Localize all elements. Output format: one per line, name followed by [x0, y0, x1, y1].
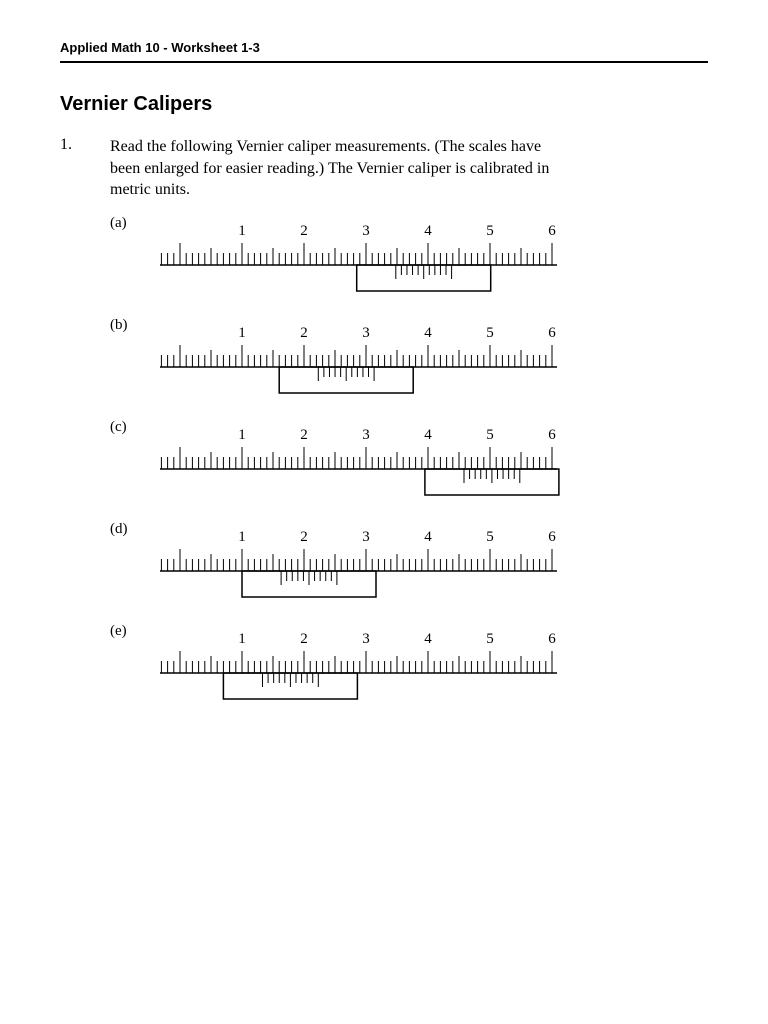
- scale-label: 5: [486, 529, 494, 545]
- part-label: (e): [110, 621, 150, 640]
- scale-label: 1: [238, 427, 246, 443]
- scale-label: 6: [548, 631, 556, 647]
- scale-label: 4: [424, 427, 432, 443]
- question-row: 1. Read the following Vernier caliper me…: [60, 136, 708, 201]
- scale-label: 4: [424, 223, 432, 239]
- part-label: (a): [110, 213, 150, 232]
- scale-label: 2: [300, 223, 308, 239]
- question-number: 1.: [60, 136, 110, 154]
- scale-label: 6: [548, 427, 556, 443]
- caliper-block: (a) 1 2 3 4 5 6: [110, 213, 708, 303]
- scale-label: 1: [238, 631, 246, 647]
- scale-label: 3: [362, 223, 370, 239]
- caliper-block: (b) 1 2 3 4 5 6: [110, 315, 708, 405]
- caliper-diagram: 1 2 3 4 5 6: [150, 213, 592, 303]
- scale-label: 1: [238, 325, 246, 341]
- caliper-block: (d) 1 2 3 4 5 6: [110, 519, 708, 609]
- question-text: Read the following Vernier caliper measu…: [110, 136, 570, 201]
- caliper-diagram: 1 2 3 4 5 6: [150, 417, 592, 507]
- caliper-block: (e) 1 2 3 4 5 6: [110, 621, 708, 711]
- scale-label: 3: [362, 529, 370, 545]
- part-label: (d): [110, 519, 150, 538]
- scale-label: 5: [486, 325, 494, 341]
- scale-label: 3: [362, 427, 370, 443]
- caliper-diagram: 1 2 3 4 5 6: [150, 519, 592, 609]
- scale-label: 4: [424, 325, 432, 341]
- scale-label: 1: [238, 223, 246, 239]
- header-rule: [60, 61, 708, 63]
- scale-label: 5: [486, 223, 494, 239]
- scale-label: 2: [300, 427, 308, 443]
- page-header: Applied Math 10 - Worksheet 1-3: [60, 40, 708, 55]
- calipers-container: (a)123456(b)123456(c)123456(d)123456(e)1…: [60, 213, 708, 711]
- part-label: (b): [110, 315, 150, 334]
- scale-label: 5: [486, 631, 494, 647]
- scale-label: 2: [300, 325, 308, 341]
- scale-label: 2: [300, 529, 308, 545]
- scale-label: 6: [548, 325, 556, 341]
- part-label: (c): [110, 417, 150, 436]
- scale-label: 6: [548, 223, 556, 239]
- caliper-diagram: 1 2 3 4 5 6: [150, 621, 592, 711]
- caliper-block: (c) 1 2 3 4 5 6: [110, 417, 708, 507]
- scale-label: 3: [362, 325, 370, 341]
- scale-label: 5: [486, 427, 494, 443]
- caliper-diagram: 1 2 3 4 5 6: [150, 315, 592, 405]
- scale-label: 1: [238, 529, 246, 545]
- scale-label: 6: [548, 529, 556, 545]
- scale-label: 4: [424, 529, 432, 545]
- scale-label: 4: [424, 631, 432, 647]
- scale-label: 3: [362, 631, 370, 647]
- page-title: Vernier Calipers: [60, 93, 708, 116]
- scale-label: 2: [300, 631, 308, 647]
